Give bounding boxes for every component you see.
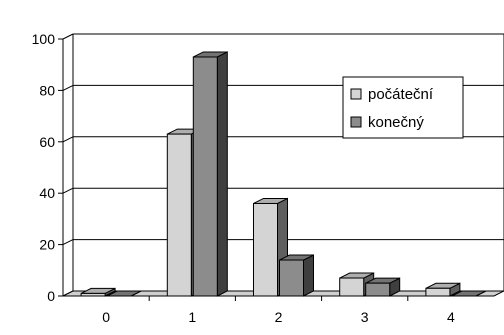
- y-tick-label: 100: [32, 31, 56, 47]
- legend-label-pocatecny: počáteční: [368, 86, 434, 103]
- legend-swatch-pocatecny: [350, 88, 362, 100]
- bar-front: [365, 282, 391, 297]
- x-tick-label: 2: [275, 309, 283, 325]
- bar-front: [425, 287, 451, 297]
- x-axis-tick-labels: 0 1 2 3 4: [102, 309, 455, 325]
- bar-pocatecny-0: [80, 287, 116, 297]
- x-tick-label: 3: [361, 309, 369, 325]
- bar-front: [192, 56, 218, 297]
- legend-label-konecny: konečný: [368, 114, 424, 131]
- bar-front: [253, 202, 278, 297]
- x-tick-label: 1: [188, 309, 196, 325]
- bar-side: [303, 254, 314, 297]
- bar-konecny-2: [279, 254, 314, 297]
- bar-front: [80, 292, 106, 297]
- x-tick-label: 4: [447, 309, 455, 325]
- bar-top: [451, 290, 487, 297]
- bar-pocatecny-4: [425, 282, 461, 297]
- bar-front: [279, 259, 304, 297]
- legend-swatch-konecny: [350, 116, 362, 128]
- bar-konecny-4: [451, 290, 487, 297]
- gridline-diagonal: [62, 187, 74, 194]
- y-tick-label: 20: [39, 237, 55, 253]
- y-tick-label: 40: [39, 185, 55, 201]
- y-tick-label: 80: [39, 82, 55, 98]
- bar-side: [216, 51, 228, 297]
- y-tick-label: 0: [47, 288, 55, 304]
- gridline-diagonal: [62, 136, 74, 143]
- bar-front: [339, 277, 365, 297]
- bar-front: [166, 133, 192, 297]
- y-tick-label: 60: [39, 134, 55, 150]
- y-axis-tick-labels: 0 20 40 60 80 100: [32, 31, 56, 304]
- bars: [80, 51, 487, 297]
- bar-konecny-1: [192, 51, 228, 297]
- gridline-diagonal: [62, 239, 74, 246]
- bar-top: [106, 290, 142, 297]
- bar-konecny-3: [365, 277, 401, 297]
- gridline-diagonal: [62, 33, 74, 40]
- x-tick-label: 0: [102, 309, 110, 325]
- legend: počáteční konečný: [342, 76, 464, 139]
- bar-konecny-0: [106, 290, 142, 297]
- legend-box: [342, 76, 464, 139]
- gridline-diagonal: [62, 84, 74, 91]
